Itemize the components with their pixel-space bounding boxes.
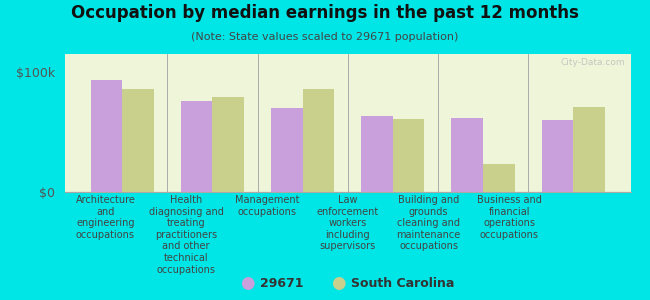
Text: (Note: State values scaled to 29671 population): (Note: State values scaled to 29671 popu… xyxy=(191,32,459,41)
Bar xyxy=(213,97,244,192)
Text: Business and
financial
operations
occupations: Business and financial operations occupa… xyxy=(477,195,541,240)
Bar xyxy=(361,116,393,192)
Text: ●: ● xyxy=(240,274,254,292)
Text: Occupation by median earnings in the past 12 months: Occupation by median earnings in the pas… xyxy=(71,4,579,22)
Text: Health
diagnosing and
treating
practitioners
and other
technical
occupations: Health diagnosing and treating practitio… xyxy=(149,195,224,274)
Bar xyxy=(181,101,213,192)
Text: Law
enforcement
workers
including
supervisors: Law enforcement workers including superv… xyxy=(317,195,379,251)
Text: City-Data.com: City-Data.com xyxy=(560,58,625,67)
Bar xyxy=(483,164,515,192)
Bar xyxy=(541,120,573,192)
Text: ●: ● xyxy=(331,274,345,292)
Bar xyxy=(393,119,424,192)
Text: 29671: 29671 xyxy=(260,277,304,290)
Bar xyxy=(452,118,483,192)
Bar xyxy=(91,80,122,192)
Bar xyxy=(303,89,334,192)
Text: Architecture
and
engineering
occupations: Architecture and engineering occupations xyxy=(75,195,135,240)
Text: Management
occupations: Management occupations xyxy=(235,195,299,217)
Text: Building and
grounds
cleaning and
maintenance
occupations: Building and grounds cleaning and mainte… xyxy=(396,195,461,251)
Text: South Carolina: South Carolina xyxy=(351,277,454,290)
Bar xyxy=(573,107,604,192)
Bar xyxy=(271,108,303,192)
Bar xyxy=(122,89,154,192)
